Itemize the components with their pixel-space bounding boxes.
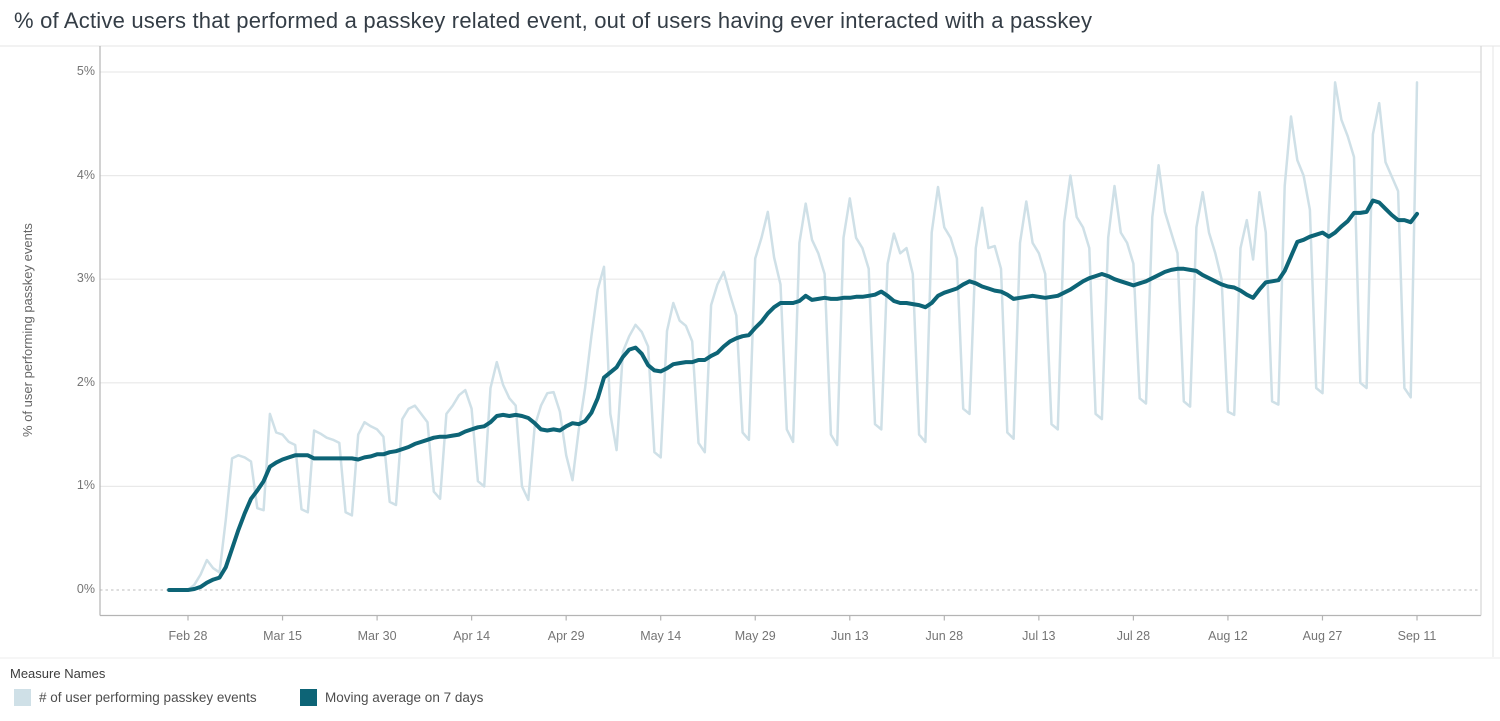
- moving-average-line[interactable]: [167, 198, 1419, 592]
- legend-item-label: Moving average on 7 days: [325, 690, 484, 705]
- legend-title: Measure Names: [10, 666, 106, 681]
- moving-average-swatch-icon: [300, 689, 317, 706]
- daily-series-line[interactable]: [167, 81, 1419, 592]
- legend-item-moving-average[interactable]: Moving average on 7 days: [300, 689, 483, 706]
- legend-item-daily-series[interactable]: # of user performing passkey events: [14, 689, 257, 706]
- legend: Measure Names # of user performing passk…: [0, 660, 1500, 721]
- daily-series-swatch-icon: [14, 689, 31, 706]
- y-axis-title: % of user performing passkey events: [20, 223, 35, 437]
- legend-item-label: # of user performing passkey events: [39, 690, 257, 705]
- chart-title: % of Active users that performed a passk…: [14, 8, 1093, 33]
